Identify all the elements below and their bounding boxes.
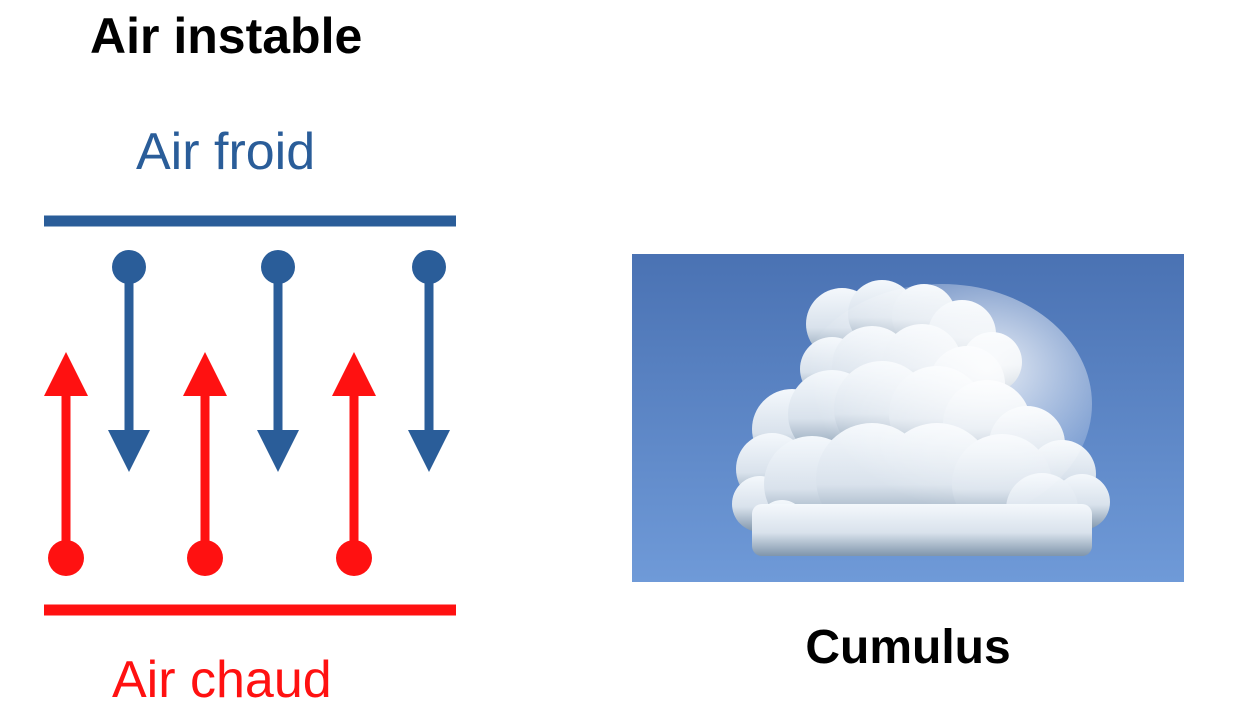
diagram-title: Air instable — [90, 8, 363, 64]
warm-arrow-1 — [44, 352, 88, 576]
cold-arrow-3 — [408, 250, 450, 472]
cold-air-label: Air froid — [136, 123, 316, 181]
photo-caption: Cumulus — [805, 621, 1011, 674]
warm-air-label: Air chaud — [112, 651, 332, 709]
cold-arrow-2 — [257, 250, 299, 472]
cold-arrow-1 — [108, 250, 150, 472]
warm-arrow-2 — [183, 352, 227, 576]
cumulus-photo — [632, 254, 1184, 582]
warm-arrow-3 — [332, 352, 376, 576]
convection-diagram — [44, 215, 456, 616]
cumulus-cloud-image — [632, 254, 1184, 582]
